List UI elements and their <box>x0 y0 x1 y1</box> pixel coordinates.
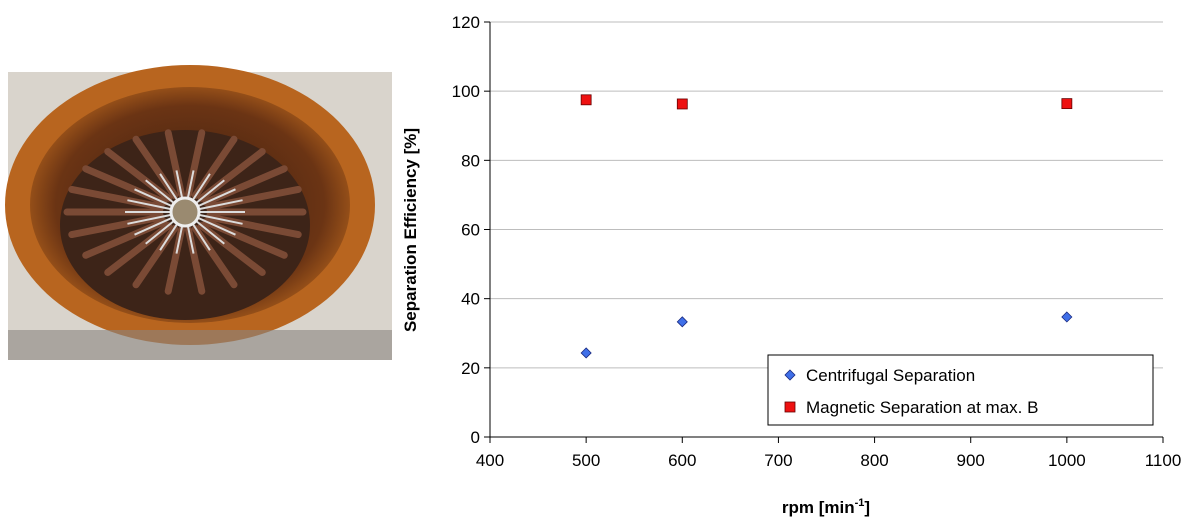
x-tick-label: 600 <box>668 451 696 470</box>
data-point <box>581 348 591 358</box>
x-tick-label: 500 <box>572 451 600 470</box>
data-point <box>1062 99 1072 109</box>
y-tick-label: 60 <box>461 221 480 240</box>
x-tick-label: 1000 <box>1048 451 1086 470</box>
y-tick-label: 40 <box>461 290 480 309</box>
x-tick-label: 1100 <box>1145 451 1182 470</box>
x-tick-label: 400 <box>476 451 504 470</box>
x-axis-label-text: rpm [min <box>782 498 855 517</box>
data-point <box>677 317 687 327</box>
y-tick-label: 120 <box>452 13 480 32</box>
x-tick-label: 900 <box>957 451 985 470</box>
x-tick-label: 800 <box>860 451 888 470</box>
y-tick-label: 100 <box>452 82 480 101</box>
legend-marker <box>785 402 795 412</box>
data-point <box>581 95 591 105</box>
y-axis-label: Separation Efficiency [%] <box>401 128 420 332</box>
x-axis-label-sup: -1 <box>855 497 865 509</box>
legend-label: Centrifugal Separation <box>806 366 975 385</box>
figure: Separation Efficiency [%] rpm [min-1] 0 2… <box>0 0 1194 525</box>
y-tick-label: 0 <box>471 428 480 447</box>
x-tick-label: 700 <box>764 451 792 470</box>
data-point <box>677 99 687 109</box>
data-point <box>1062 312 1072 322</box>
y-tick-label: 80 <box>461 151 480 170</box>
x-axis-label: rpm [min-1] <box>782 497 870 517</box>
legend-label: Magnetic Separation at max. B <box>806 398 1038 417</box>
y-tick-label: 20 <box>461 359 480 378</box>
x-axis-label-end: ] <box>864 498 870 517</box>
photo <box>5 65 392 360</box>
